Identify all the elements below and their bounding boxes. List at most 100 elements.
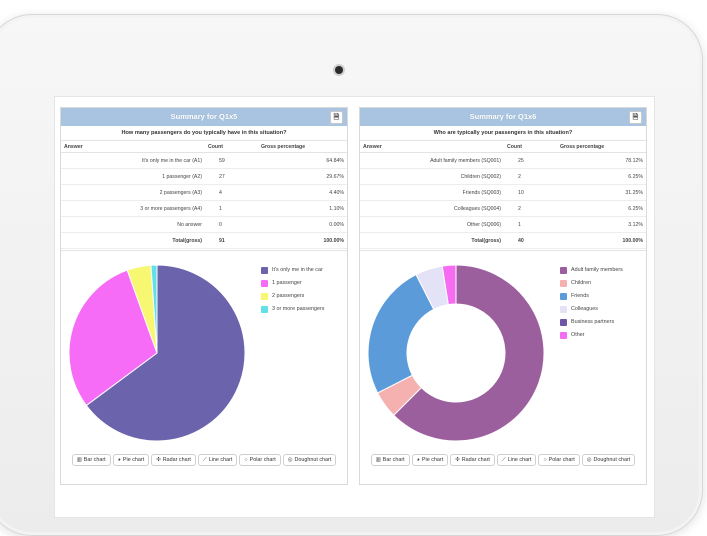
table-row: No answer 0 0.00% (61, 216, 347, 233)
pie-chart (68, 264, 246, 442)
summary-panel-q1x6: Summary for Q1x6 🗎 Who are typically you… (359, 107, 647, 485)
count-cell: 1 (504, 216, 557, 233)
legend-label: Children (571, 280, 592, 286)
chart-legend: Adult family members Children Friends Co… (560, 267, 644, 345)
legend-item[interactable]: Colleagues (560, 306, 644, 313)
percent-cell: 29.67% (258, 168, 347, 185)
button-label: Bar chart (382, 457, 405, 463)
table-row: 2 passengers (A3) 4 4.40% (61, 184, 347, 201)
button-label: Pie chart (421, 457, 444, 463)
button-label: Radar chart (162, 457, 191, 463)
table-row: Other (SQ006) 1 3.12% (360, 216, 646, 233)
slice-3-or-more-passengers[interactable] (150, 264, 158, 354)
bar-chart-button[interactable]: ▥ Bar chart (71, 454, 111, 466)
panel-title: Summary for Q1x6 (469, 112, 537, 121)
column-header: Count (504, 140, 557, 153)
slice-other[interactable] (441, 264, 457, 306)
count-cell: 25 (504, 152, 557, 169)
answer-cell: Friends (SQ003) (360, 184, 504, 201)
slice-1-passenger[interactable] (68, 269, 158, 407)
legend-label: 1 passenger (272, 280, 302, 286)
answer-cell: No answer (61, 216, 205, 233)
slice-it-s-only-me-in-the-car[interactable] (85, 264, 246, 442)
bar-chart-button[interactable]: ▥ Bar chart (370, 454, 410, 466)
legend-item[interactable]: Business partners (560, 319, 644, 326)
count-cell: 59 (205, 152, 258, 169)
percent-cell: 0.00% (258, 216, 347, 233)
question-text: Who are typically your passengers in thi… (433, 130, 573, 136)
polar-chart-button[interactable]: ○ Polar chart (538, 454, 580, 466)
chart-legend: It's only me in the car 1 passenger 2 pa… (261, 267, 343, 319)
bar-chart-icon: ▥ (375, 457, 381, 463)
answer-cell: Colleagues (SQ004) (360, 200, 504, 217)
doughnut-chart-button[interactable]: ◎ Doughnut chart (581, 454, 636, 466)
legend-label: Business partners (571, 319, 615, 325)
line-chart-button[interactable]: ⟋ Line chart (496, 454, 537, 466)
pie-chart-button[interactable]: ◕ Pie chart (411, 454, 449, 466)
line-chart-icon: ⟋ (501, 457, 506, 463)
button-label: Radar chart (461, 457, 490, 463)
legend-item[interactable]: 2 passengers (261, 293, 343, 300)
answer-cell: Adult family members (SQ001) (360, 152, 504, 169)
answer-cell: Children (SQ002) (360, 168, 504, 185)
export-icon[interactable]: 🗎 (629, 111, 642, 124)
legend-label: It's only me in the car (272, 267, 323, 273)
button-label: Line chart (507, 457, 532, 463)
pie-chart-button[interactable]: ◕ Pie chart (112, 454, 150, 466)
chart-area: Adult family members Children Friends Co… (360, 250, 646, 451)
legend-swatch (560, 319, 567, 326)
chart-area: It's only me in the car 1 passenger 2 pa… (61, 250, 347, 451)
slice-friends[interactable] (367, 273, 435, 394)
radar-chart-icon: ✣ (455, 457, 460, 463)
percent-cell: 4.40% (258, 184, 347, 201)
percent-cell: 31.25% (557, 184, 646, 201)
doughnut-chart-icon: ◎ (287, 457, 293, 463)
chart-type-buttons: ▥ Bar chart ◕ Pie chart ✣ Radar chart ⟋ Line… (61, 454, 347, 470)
legend-swatch (261, 280, 268, 287)
answer-cell: Other (SQ006) (360, 216, 504, 233)
legend-swatch (560, 332, 567, 339)
column-header: Answer (360, 140, 504, 153)
export-icon[interactable]: 🗎 (330, 111, 343, 124)
legend-swatch (560, 293, 567, 300)
tablet-screen: Summary for Q1x5 🗎 How many passengers d… (54, 96, 655, 518)
answer-cell: It's only me in the car (A1) (61, 152, 205, 169)
table-row: Children (SQ002) 2 6.25% (360, 168, 646, 185)
polar-chart-button[interactable]: ○ Polar chart (239, 454, 281, 466)
legend-label: Other (571, 332, 585, 338)
legend-item[interactable]: 3 or more passengers (261, 306, 343, 313)
percent-cell: 78.12% (557, 152, 646, 169)
radar-chart-icon: ✣ (156, 457, 161, 463)
doughnut-chart-button[interactable]: ◎ Doughnut chart (282, 454, 337, 466)
percent-cell: 3.12% (557, 216, 646, 233)
answer-cell: 1 passenger (A2) (61, 168, 205, 185)
percent-cell: 100.00% (258, 232, 347, 249)
table-row: It's only me in the car (A1) 59 64.84% (61, 152, 347, 169)
legend-label: Colleagues (571, 306, 598, 312)
slice-adult-family-members[interactable] (393, 264, 545, 442)
count-cell: 0 (205, 216, 258, 233)
summary-table: Answer Count Gross percentage It's only … (61, 140, 347, 249)
column-header: Gross percentage (557, 140, 646, 153)
table-row: Friends (SQ003) 10 31.25% (360, 184, 646, 201)
table-row: Adult family members (SQ001) 25 78.12% (360, 152, 646, 169)
radar-chart-button[interactable]: ✣ Radar chart (151, 454, 196, 466)
legend-item[interactable]: Friends (560, 293, 644, 300)
count-cell: 2 (504, 168, 557, 185)
camera-dot (335, 66, 343, 74)
legend-item[interactable]: It's only me in the car (261, 267, 343, 274)
column-header: Count (205, 140, 258, 153)
legend-item[interactable]: Adult family members (560, 267, 644, 274)
line-chart-icon: ⟋ (202, 457, 207, 463)
legend-item[interactable]: 1 passenger (261, 280, 343, 287)
summary-table: Answer Count Gross percentage Adult fami… (360, 140, 646, 249)
legend-item[interactable]: Other (560, 332, 644, 339)
table-row: Colleagues (SQ004) 2 6.25% (360, 200, 646, 217)
answer-cell: 2 passengers (A3) (61, 184, 205, 201)
line-chart-button[interactable]: ⟋ Line chart (197, 454, 238, 466)
legend-item[interactable]: Children (560, 280, 644, 287)
radar-chart-button[interactable]: ✣ Radar chart (450, 454, 495, 466)
button-label: Doughnut chart (593, 457, 631, 463)
button-label: Doughnut chart (294, 457, 332, 463)
percent-cell: 6.25% (557, 168, 646, 185)
